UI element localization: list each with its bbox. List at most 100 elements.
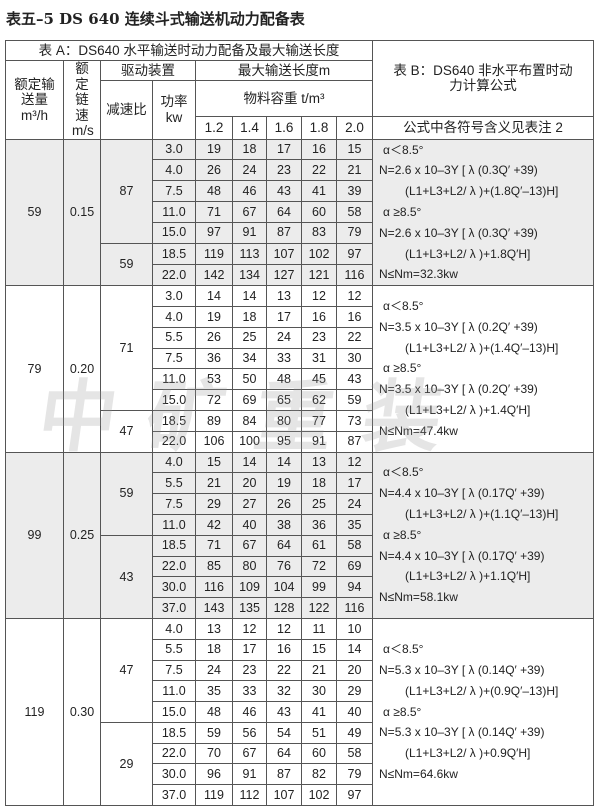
length-cell: 104 [266, 576, 302, 599]
length-cell: 122 [301, 597, 337, 619]
length-cell: 91 [301, 430, 337, 453]
formula-line: N≤Nm=58.1kw [379, 590, 458, 605]
table-row: 99 0.25 59 4.0 15 14 14 13 12 α＜8.5° N=4.4 x 10–3Y… [5, 451, 594, 619]
length-cell: 87 [335, 430, 374, 453]
capacity-cell: 59 [5, 138, 64, 287]
length-cell: 45 [301, 368, 337, 391]
speed-cell: 0.15 [63, 138, 101, 287]
length-cell: 80 [266, 409, 302, 432]
power-cell: 7.5 [152, 659, 196, 682]
length-cell: 134 [232, 264, 267, 287]
speed-cell: 0.25 [63, 451, 101, 619]
formula-line: α＜8.5° [383, 142, 424, 157]
table-row: 15.0 72 69 65 62 59 [6, 389, 594, 411]
formula-line: N=5.3 x 10–3Y [ λ (0.14Q′ +39) [379, 725, 545, 740]
length-cell: 30 [335, 347, 374, 370]
length-cell: 17 [266, 138, 302, 161]
length-cell: 51 [301, 721, 337, 744]
power-cell: 5.5 [152, 472, 196, 495]
length-cell: 80 [232, 555, 267, 578]
length-cell: 64 [266, 742, 302, 765]
length-cell: 13 [301, 451, 337, 474]
length-cell: 128 [266, 597, 302, 619]
length-cell: 72 [195, 389, 233, 411]
power-cell: 15.0 [152, 701, 196, 723]
length-cell: 15 [301, 638, 337, 661]
table-row: 7.5 24 23 22 21 20 [6, 659, 594, 682]
ratio-cell: 71 [100, 285, 153, 411]
length-cell: 20 [335, 659, 374, 682]
length-cell: 21 [335, 159, 374, 182]
table-row: 11.0 42 40 38 36 35 [6, 513, 594, 536]
formula-line: N≤Nm=47.4kw [379, 423, 458, 438]
table-row: 15.0 48 46 43 41 40 [6, 701, 594, 723]
length-cell: 13 [195, 617, 233, 640]
ratio-cell: 87 [100, 138, 153, 244]
length-cell: 32 [266, 680, 302, 703]
power-cell: 4.0 [152, 159, 196, 182]
length-cell: 79 [335, 763, 374, 786]
length-cell: 73 [335, 409, 374, 432]
table-row: 22.0 85 80 76 72 69 [6, 555, 594, 578]
table-row: 4.0 19 18 17 16 16 [6, 305, 594, 328]
length-cell: 18 [195, 638, 233, 661]
table-row: 15.0 97 91 87 83 79 [6, 221, 594, 244]
formula-line: (L1+L3+L2/ λ )+(0.9Q′–13)H] [405, 683, 559, 698]
length-cell: 85 [195, 555, 233, 578]
length-cell: 113 [232, 242, 267, 266]
capacity-header: 额定输送量m³/h [5, 60, 64, 140]
length-cell: 25 [232, 326, 267, 349]
length-cell: 21 [195, 472, 233, 495]
speed-cell: 0.20 [63, 285, 101, 453]
formula-line: α ≥8.5° [383, 204, 422, 219]
length-cell: 19 [266, 472, 302, 495]
length-cell: 20 [232, 472, 267, 495]
ratio-cell: 47 [100, 617, 153, 723]
table-row: 59 0.15 87 3.0 19 18 17 16 15 α＜8.5° N=2.6 x 10–3Y… [5, 138, 594, 287]
table-row: 30.0 116 109 104 99 94 [6, 576, 594, 599]
formula-line: α＜8.5° [383, 465, 424, 480]
formula-line: (L1+L3+L2/ λ )+0.9Q′H] [405, 746, 531, 761]
table-row: 4.0 26 24 23 22 21 [6, 159, 594, 182]
power-cell: 22.0 [152, 430, 196, 453]
length-cell: 22 [301, 159, 337, 182]
power-cell: 7.5 [152, 493, 196, 515]
length-cell: 18 [301, 472, 337, 495]
formula-cell: α＜8.5° N=4.4 x 10–3Y [ λ (0.17Q′ +39) (L1+… [372, 451, 594, 619]
length-cell: 12 [266, 617, 302, 640]
power-cell: 18.5 [152, 534, 196, 557]
length-cell: 41 [301, 180, 337, 202]
length-cell: 99 [301, 576, 337, 599]
formula-line: (L1+L3+L2/ λ )+1.4Q′H] [405, 403, 531, 418]
length-cell: 71 [195, 200, 233, 223]
length-cell: 24 [266, 326, 302, 349]
length-cell: 49 [335, 721, 374, 744]
length-cell: 33 [266, 347, 302, 370]
power-cell: 18.5 [152, 721, 196, 744]
length-cell: 61 [301, 534, 337, 557]
length-cell: 77 [301, 409, 337, 432]
table-a-heading: 表 A：DS640 水平输送时动力配备及最大输送长度 [4, 40, 374, 61]
ratio-cell: 59 [100, 451, 153, 536]
formula-line: (L1+L3+L2/ λ )+(1.1Q′–13)H] [405, 507, 559, 522]
length-cell: 40 [335, 701, 374, 723]
length-cell: 116 [195, 576, 233, 599]
table-row: 5.5 18 17 16 15 14 [6, 638, 594, 661]
length-cell: 12 [232, 617, 267, 640]
table-row: 30.0 96 91 87 82 79 [6, 763, 594, 786]
length-cell: 17 [266, 305, 302, 328]
power-cell: 37.0 [152, 597, 196, 619]
formula-line: N=5.3 x 10–3Y [ λ (0.14Q′ +39) [379, 663, 545, 677]
length-cell: 60 [301, 742, 337, 765]
length-cell: 22 [335, 326, 374, 349]
length-cell: 62 [301, 389, 337, 411]
table-row: 119 0.30 47 4.0 13 12 12 11 10 α＜8.5° N=5.3 x 10–3… [5, 617, 594, 806]
length-cell: 79 [335, 221, 374, 244]
table-row: 7.5 36 34 33 31 30 [6, 347, 594, 370]
speed-cell: 0.30 [63, 617, 101, 806]
density-1-6: 1.6 [266, 115, 302, 140]
capacity-cell: 99 [5, 451, 64, 619]
length-cell: 121 [301, 264, 337, 287]
length-cell: 91 [232, 763, 267, 786]
length-cell: 27 [232, 493, 267, 515]
